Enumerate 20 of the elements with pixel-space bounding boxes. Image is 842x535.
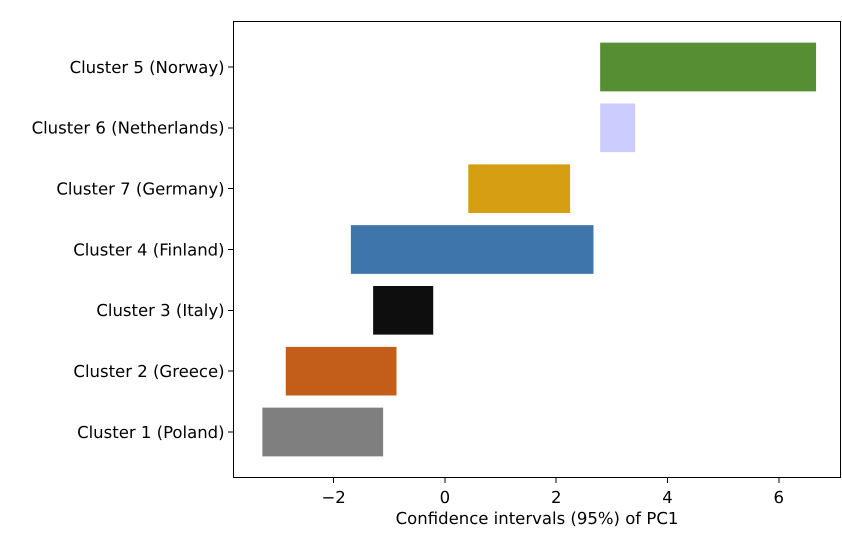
y-tick-label: Cluster 4 (Finland) (73, 240, 225, 260)
y-tick-label: Cluster 3 (Italy) (96, 301, 225, 320)
y-tick-label: Cluster 7 (Germany) (56, 179, 225, 198)
y-tick-label: Cluster 1 (Poland) (77, 422, 225, 442)
bar (350, 225, 594, 274)
x-axis-title: Confidence intervals (95%) of PC1 (396, 508, 678, 528)
bar (600, 104, 636, 152)
x-tick-label: 0 (440, 488, 450, 507)
x-tick-label: 6 (774, 488, 784, 507)
x-tick-label: 2 (550, 488, 562, 507)
bar (468, 164, 570, 213)
y-tick-label: Cluster 2 (Greece) (73, 362, 225, 381)
bar (600, 42, 816, 92)
y-tick-label: Cluster 5 (Norway) (70, 58, 225, 77)
x-tick-label: −2 (321, 488, 346, 507)
bar (262, 408, 384, 456)
y-tick-label: Cluster 6 (Netherlands) (32, 118, 225, 138)
bar (286, 346, 396, 396)
x-tick-label: 4 (662, 488, 673, 507)
bar (373, 286, 434, 335)
